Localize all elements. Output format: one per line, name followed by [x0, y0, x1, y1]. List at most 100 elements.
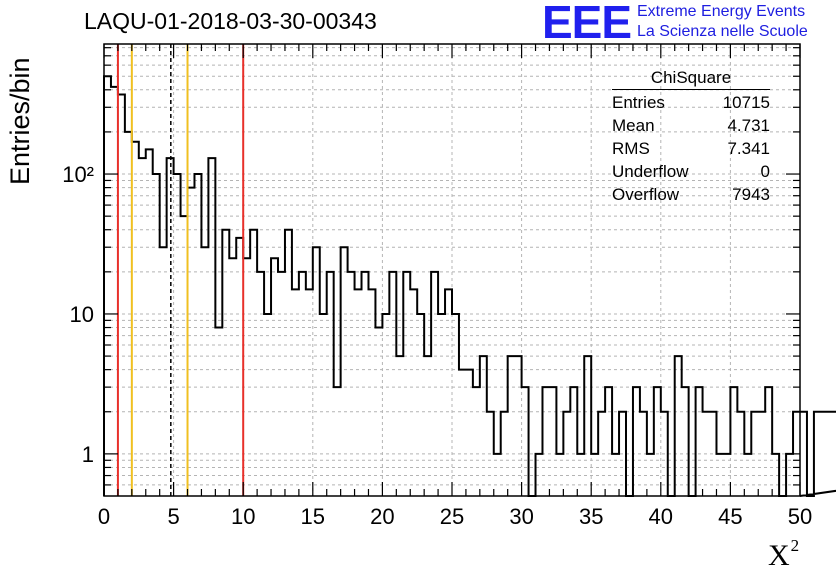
histogram-bin: [327, 272, 334, 496]
histogram-bin: [236, 238, 243, 496]
histogram-bin: [375, 328, 382, 496]
histogram-bin: [403, 272, 410, 496]
histogram-bin: [201, 247, 208, 496]
histogram-bin: [772, 454, 779, 496]
x-tick-label: 0: [98, 504, 110, 529]
histogram-bin: [438, 314, 445, 496]
x-tick-label: 25: [440, 504, 464, 529]
histogram-bin: [584, 356, 591, 496]
histogram-bin: [459, 370, 466, 496]
histogram-bin: [612, 454, 619, 496]
histogram-bin: [250, 230, 257, 496]
histogram-bin: [222, 230, 229, 496]
stats-label: Underflow: [612, 162, 689, 181]
stats-label: RMS: [612, 139, 650, 158]
histogram-bin: [146, 149, 153, 496]
stats-title: ChiSquare: [612, 68, 770, 90]
histogram-bin: [153, 174, 160, 496]
histogram-bin: [654, 387, 661, 496]
histogram-bin: [758, 412, 765, 496]
histogram-bin: [396, 356, 403, 496]
histogram-bin: [570, 387, 577, 496]
histogram-bin: [723, 454, 730, 496]
histogram-bin: [703, 412, 710, 496]
histogram-bin: [118, 95, 125, 496]
histogram-bin: [278, 272, 285, 496]
histogram-bin: [424, 356, 431, 496]
stats-label: Overflow: [612, 185, 680, 204]
histogram-bin: [542, 387, 549, 496]
stats-value: 7943: [732, 185, 770, 204]
marker-lines: [116, 44, 245, 496]
histogram-bin: [480, 356, 487, 496]
x-tick-label: 20: [370, 504, 394, 529]
histogram-bin: [368, 289, 375, 496]
stats-label: Mean: [612, 116, 655, 135]
x-tick-label: 15: [301, 504, 325, 529]
histogram-bin: [605, 387, 612, 496]
histogram-bin: [710, 412, 717, 496]
histogram-bin: [243, 258, 250, 496]
y-tick-label: 10: [70, 302, 94, 327]
stats-row-rms: RMS 7.341: [612, 137, 770, 160]
histogram-bin: [452, 314, 459, 496]
histogram-bin: [104, 76, 111, 496]
histogram-bin: [563, 412, 570, 496]
histogram-bin: [501, 412, 508, 496]
histogram-bin: [285, 230, 292, 496]
histogram-bin: [522, 387, 529, 496]
stats-box: ChiSquare Entries 10715 Mean 4.731 RMS 7…: [612, 68, 770, 206]
histogram-bin: [598, 412, 605, 496]
histogram-bin: [306, 289, 313, 496]
x-axis-title-superscript: 2: [790, 536, 800, 555]
histogram-bin: [194, 174, 201, 496]
stats-value: 10715: [722, 93, 770, 112]
histogram-bin: [737, 412, 744, 496]
histogram-bin: [299, 272, 306, 496]
stats-value: 4.731: [727, 116, 770, 135]
histogram-bin: [577, 454, 584, 496]
histogram-layer: [103, 75, 836, 497]
histogram-bin: [619, 412, 626, 496]
histogram-bin: [682, 387, 689, 496]
histogram-bin: [716, 454, 723, 496]
histogram-bin: [341, 247, 348, 496]
histogram-bin: [814, 412, 821, 496]
histogram-bin: [828, 412, 835, 496]
stats-value: 0: [760, 162, 770, 181]
histogram-bin: [313, 247, 320, 496]
histogram-bin: [271, 258, 278, 496]
histogram-bin: [800, 412, 807, 496]
histogram-bin: [257, 272, 264, 496]
histogram-bin: [473, 387, 480, 496]
histogram-bin: [786, 454, 793, 496]
stats-row-overflow: Overflow 7943: [612, 183, 770, 206]
stats-row-entries: Entries 10715: [612, 91, 770, 114]
histogram-bin: [633, 387, 640, 496]
x-tick-label: 35: [579, 504, 603, 529]
histogram-bin: [487, 412, 494, 496]
stats-row-mean: Mean 4.731: [612, 114, 770, 137]
histogram-bin: [181, 216, 188, 496]
histogram-bin: [264, 314, 271, 496]
grid-layer: [104, 44, 800, 496]
x-axis-title-text: X: [768, 539, 790, 572]
axes: [103, 43, 801, 497]
histogram-bin: [661, 412, 668, 496]
histogram-bin: [111, 87, 118, 496]
histogram-bin: [320, 314, 327, 496]
histogram-bin: [647, 454, 654, 496]
x-tick-label: 45: [718, 504, 742, 529]
histogram-bin: [494, 454, 501, 496]
x-tick-label: 50: [788, 504, 812, 529]
histogram-outline: [103, 75, 836, 497]
histogram-bin: [549, 387, 556, 496]
y-tick-label: 1: [82, 442, 94, 467]
histogram-bin: [730, 387, 737, 496]
stats-value: 7.341: [727, 139, 770, 158]
x-tick-label: 5: [167, 504, 179, 529]
histogram-bin: [348, 272, 355, 496]
histogram-bin: [215, 328, 222, 496]
stats-row-underflow: Underflow 0: [612, 160, 770, 183]
